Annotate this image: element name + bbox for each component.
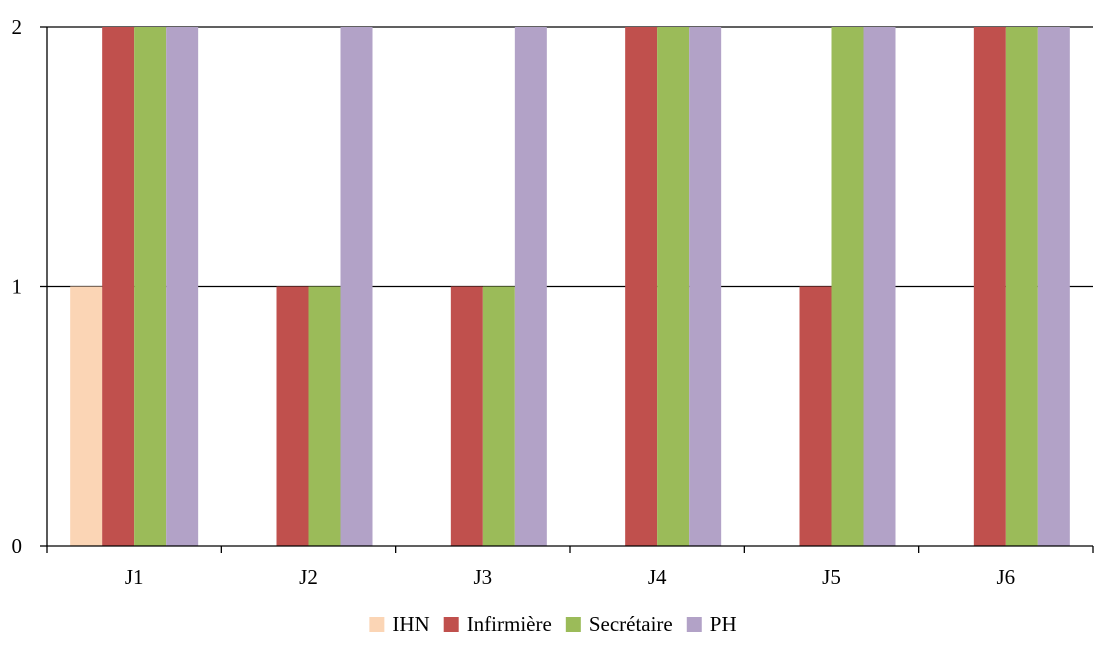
- bar-j6-2: [973, 27, 1006, 546]
- bar-j5-2: [799, 286, 832, 546]
- legend-label: Secrétaire: [589, 612, 673, 636]
- legend-swatch-3: [565, 617, 581, 632]
- bar-j2-3: [308, 286, 341, 546]
- y-tick-label: 0: [12, 534, 23, 558]
- bar-j4-3: [657, 27, 690, 546]
- x-tick-label: J1: [125, 565, 144, 589]
- bar-j3-4: [514, 27, 547, 546]
- legend-label: Infirmière: [467, 612, 552, 636]
- x-tick-label: J4: [648, 565, 667, 589]
- bar-j4-4: [689, 27, 722, 546]
- x-tick-label: J2: [299, 565, 318, 589]
- x-tick-label: J6: [996, 565, 1015, 589]
- bar-j1-3: [134, 27, 167, 546]
- bar-j6-4: [1037, 27, 1070, 546]
- bars: [70, 27, 1070, 546]
- legend-swatch-2: [443, 617, 459, 632]
- legend-swatch-4: [686, 617, 702, 632]
- y-tick-label: 2: [12, 15, 23, 39]
- bar-j4-2: [625, 27, 658, 546]
- bar-j3-2: [450, 286, 483, 546]
- x-tick-label: J3: [473, 565, 492, 589]
- legend-label: IHN: [392, 612, 429, 636]
- y-tick-label: 1: [12, 275, 23, 299]
- bar-j2-4: [340, 27, 373, 546]
- bar-j3-3: [482, 286, 515, 546]
- bar-j6-3: [1005, 27, 1038, 546]
- legend: IHN Infirmière Secrétaire PH: [369, 612, 737, 636]
- bar-j2-2: [276, 286, 309, 546]
- legend-swatch-1: [369, 617, 385, 632]
- bar-j5-4: [863, 27, 896, 546]
- axes: 0 1 2 J1 J2 J3 J4 J5 J6: [12, 15, 1094, 589]
- bar-j1-4: [166, 27, 199, 546]
- x-tick-label: J5: [822, 565, 841, 589]
- legend-label: PH: [710, 612, 737, 636]
- bar-j1-1: [70, 286, 103, 546]
- bar-j5-3: [831, 27, 864, 546]
- bar-j1-2: [102, 27, 135, 546]
- gridlines: [47, 26, 1093, 288]
